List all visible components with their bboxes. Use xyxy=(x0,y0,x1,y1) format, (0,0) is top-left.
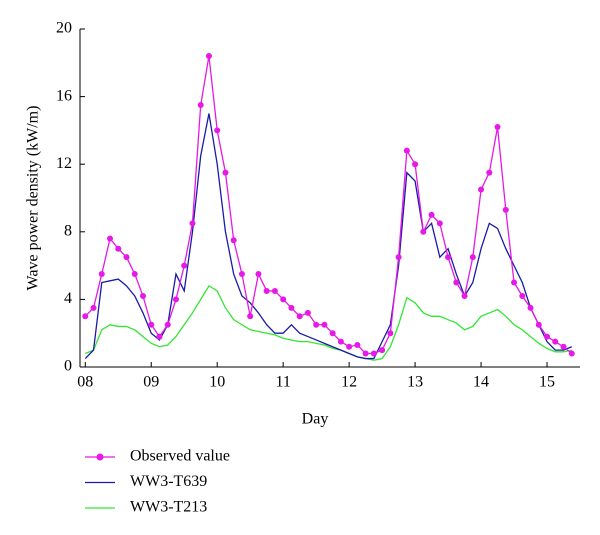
data-point xyxy=(280,296,287,303)
data-point xyxy=(197,102,204,109)
data-point xyxy=(387,330,394,337)
data-point xyxy=(486,169,493,176)
data-point xyxy=(238,271,245,278)
data-point xyxy=(519,293,526,300)
data-point xyxy=(123,254,130,261)
data-point xyxy=(420,228,427,235)
y-tick-label: 20 xyxy=(56,20,72,37)
y-tick-label: 4 xyxy=(64,290,72,307)
x-tick-label: 11 xyxy=(275,374,290,391)
data-point xyxy=(148,321,155,328)
y-tick-label: 12 xyxy=(56,155,72,172)
data-point xyxy=(511,279,518,286)
data-point xyxy=(115,245,122,252)
data-point xyxy=(222,169,229,176)
data-point xyxy=(478,186,485,193)
series-line xyxy=(84,55,573,355)
x-tick-label: 08 xyxy=(77,374,93,391)
data-point xyxy=(527,304,534,311)
data-point xyxy=(354,342,361,349)
data-point xyxy=(370,350,377,357)
data-point xyxy=(230,237,237,244)
legend-label: WW3-T213 xyxy=(130,499,207,516)
series-line xyxy=(84,113,573,360)
data-point xyxy=(205,53,212,60)
data-point xyxy=(164,321,171,328)
legend-label: Observed value xyxy=(130,448,230,465)
data-point xyxy=(172,296,179,303)
data-point xyxy=(568,350,575,357)
data-point xyxy=(181,262,188,269)
data-point xyxy=(453,279,460,286)
data-point xyxy=(469,254,476,261)
data-point xyxy=(461,293,468,300)
data-point xyxy=(337,338,344,345)
series-line xyxy=(85,284,572,361)
legend-label: WW3-T639 xyxy=(130,473,207,490)
data-point xyxy=(139,293,146,300)
data-point xyxy=(156,333,163,340)
data-point xyxy=(544,333,551,340)
data-point xyxy=(82,313,89,320)
data-point xyxy=(535,321,542,328)
data-point xyxy=(436,220,443,227)
data-point xyxy=(502,206,509,213)
legend-marker xyxy=(96,453,104,461)
data-point xyxy=(263,287,270,294)
data-point xyxy=(288,304,295,311)
x-tick-label: 14 xyxy=(473,374,489,391)
data-point xyxy=(271,287,278,294)
data-point xyxy=(247,313,254,320)
y-tick-label: 8 xyxy=(64,222,72,239)
data-point xyxy=(445,254,452,261)
data-point xyxy=(346,343,353,350)
data-point xyxy=(98,271,105,278)
data-point xyxy=(131,271,138,278)
x-tick-label: 13 xyxy=(407,374,423,391)
data-point xyxy=(560,343,567,350)
data-point xyxy=(313,321,320,328)
data-point xyxy=(395,254,402,261)
x-tick-label: 09 xyxy=(143,374,159,391)
data-point xyxy=(379,347,386,354)
data-point xyxy=(428,211,435,218)
y-tick-label: 16 xyxy=(56,87,72,104)
data-point xyxy=(403,147,410,154)
data-point xyxy=(494,124,501,131)
data-point xyxy=(321,321,328,328)
data-point xyxy=(552,338,559,345)
x-axis-label: Day xyxy=(302,411,329,428)
data-point xyxy=(189,220,196,227)
x-tick-label: 15 xyxy=(539,374,555,391)
data-point xyxy=(362,350,369,357)
data-point xyxy=(255,271,262,278)
y-axis-label: Wave power density (kW/m) xyxy=(25,106,42,291)
data-point xyxy=(412,161,419,168)
y-tick-label: 0 xyxy=(64,358,72,375)
data-point xyxy=(90,304,97,311)
x-tick-label: 10 xyxy=(209,374,225,391)
data-point xyxy=(304,309,311,316)
data-point xyxy=(214,127,221,134)
x-tick-label: 12 xyxy=(341,374,357,391)
data-point xyxy=(296,313,303,320)
data-point xyxy=(107,235,114,242)
data-point xyxy=(329,330,336,337)
